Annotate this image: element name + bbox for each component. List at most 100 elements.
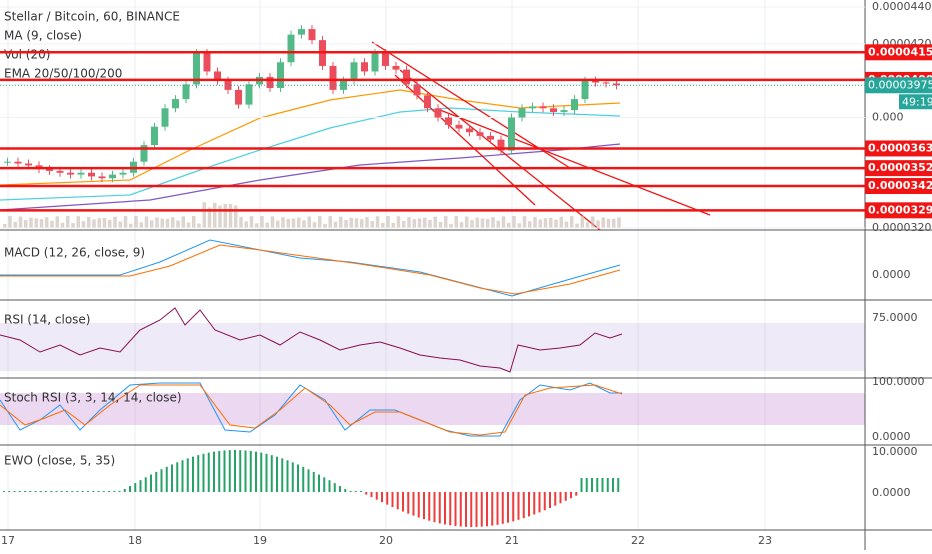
volume-bar (549, 217, 553, 228)
candle (392, 65, 400, 70)
ewo-bar (192, 456, 194, 492)
volume-bar (291, 218, 296, 228)
ewo-bar (407, 492, 410, 514)
signal-line (0, 244, 621, 295)
ewo-bar (260, 452, 263, 492)
ewo-bar (349, 491, 352, 492)
candle (466, 128, 473, 133)
volume-bar (197, 223, 201, 228)
candle (98, 176, 106, 179)
ewo-bar (507, 492, 509, 523)
ewo-bar (307, 469, 310, 492)
volume-bar (186, 222, 191, 228)
candle (350, 62, 358, 81)
volume-bar (559, 216, 563, 228)
ewo-bar (386, 492, 389, 505)
panel-title: RSI (14, close) (4, 313, 90, 327)
volume-bar (612, 218, 616, 228)
volume-bar (554, 219, 558, 228)
candle (539, 106, 547, 109)
volume-bar (144, 216, 149, 228)
ewo-histogram (3, 450, 620, 527)
candle (445, 117, 452, 125)
axis-label: 0.0000 (872, 268, 911, 281)
volume-bar (449, 223, 453, 228)
volume-bar (255, 223, 259, 228)
ewo-bar (601, 478, 604, 492)
ewo-bar (591, 478, 593, 492)
volume-bar (171, 217, 175, 228)
level-tag (865, 202, 932, 219)
candle (560, 110, 568, 112)
ewo-bar (549, 492, 551, 509)
volume-bar (444, 216, 448, 228)
ewo-bar (297, 464, 299, 492)
candle (455, 124, 463, 129)
ewo-bar (575, 492, 578, 496)
ewo-bar (391, 492, 394, 508)
candle (182, 84, 190, 100)
ewo-bar (585, 478, 588, 492)
rsi-band (0, 323, 865, 371)
ewo-bar (39, 491, 42, 492)
candle (4, 161, 11, 163)
ewo-bar (144, 477, 147, 492)
ewo-bar (87, 491, 89, 492)
volume-bar (354, 218, 359, 228)
ewo-bar (113, 491, 116, 492)
candle (151, 126, 158, 146)
volume-bar (160, 218, 164, 228)
level-label: 0.00004154 (868, 45, 932, 58)
price-tick-label: 0.00004400 (872, 0, 932, 13)
volume-bar (192, 216, 196, 228)
candle (56, 170, 64, 173)
volume-bar (533, 216, 537, 228)
volume-bar (349, 217, 353, 228)
ewo-bar (55, 491, 58, 492)
ewo-bar (291, 462, 294, 492)
candle (298, 29, 305, 35)
candle (287, 34, 295, 63)
ewo-bar (318, 474, 320, 492)
ewo-bar (501, 492, 504, 524)
ewo-bar (354, 491, 357, 492)
ewo-bar (270, 455, 273, 492)
volume-bar (417, 218, 422, 228)
candle (424, 95, 431, 109)
volume-bar (244, 221, 248, 228)
volume-bar (428, 219, 432, 228)
ewo-bar (444, 492, 446, 525)
volume-bar (528, 221, 532, 228)
ewo-bar (459, 492, 462, 527)
ewo-bar (155, 471, 158, 492)
volume-bar (97, 218, 101, 228)
candle (77, 172, 85, 175)
volume-bar (360, 219, 364, 228)
candle (172, 99, 179, 109)
date-label: 20 (379, 534, 393, 547)
volume-bar (202, 202, 206, 228)
volume-bar (265, 222, 269, 228)
volume-bar (344, 219, 348, 228)
candle (277, 62, 284, 89)
last-tag (865, 77, 932, 94)
volume-bar (580, 216, 584, 228)
ewo-bar (60, 491, 63, 492)
volume-bar (66, 216, 70, 228)
candle (434, 108, 442, 118)
volume-bar (402, 220, 406, 228)
volume-bar (281, 217, 285, 228)
volume-bar (391, 222, 395, 228)
volume-bar (433, 216, 437, 228)
candle (214, 71, 221, 81)
volume-bar (396, 216, 401, 228)
ewo-bar (24, 491, 26, 492)
volume-bar (276, 220, 280, 228)
ewo-bar (249, 450, 252, 492)
ewo-bar (606, 478, 609, 492)
candle (140, 145, 148, 162)
volume-bar (323, 223, 327, 228)
date-label: 21 (505, 534, 519, 547)
volume-bar (491, 217, 495, 228)
